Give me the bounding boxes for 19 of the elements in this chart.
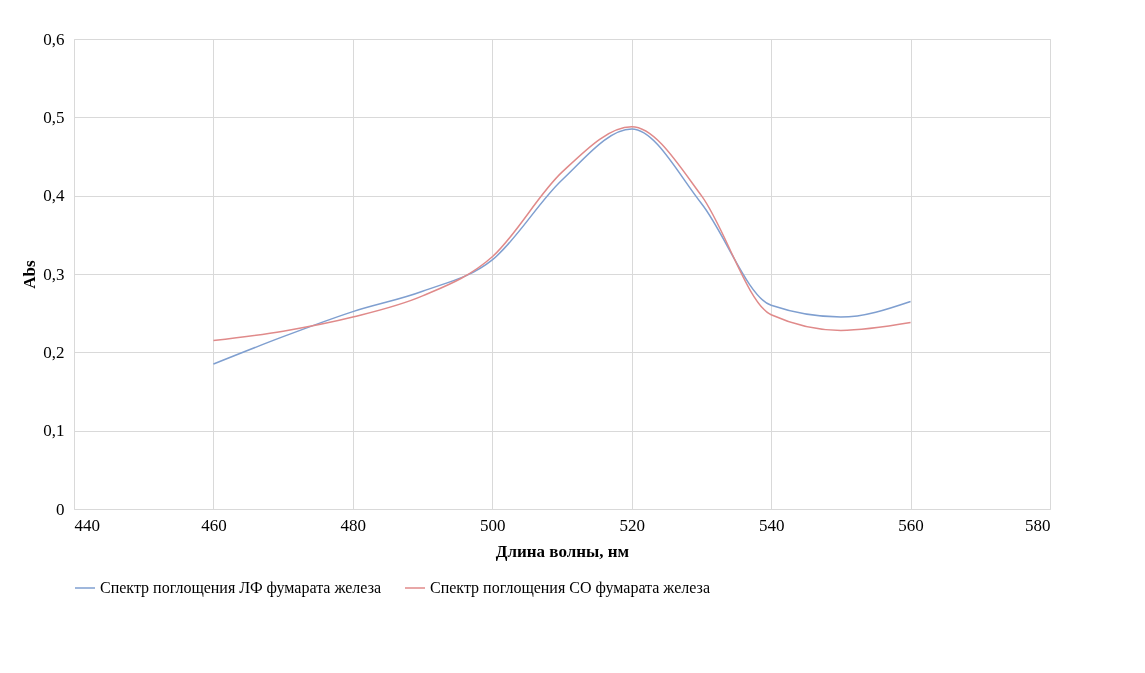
x-axis-title: Длина волны, нм	[495, 541, 630, 561]
x-tick-label: 580	[1025, 515, 1051, 535]
x-tick-label: 520	[619, 515, 645, 535]
y-tick-label: 0	[56, 499, 65, 519]
x-tick-label: 480	[340, 515, 367, 535]
y-tick-label: 0,2	[43, 342, 65, 362]
y-tick-label: 0,1	[43, 421, 65, 441]
y-axis-title: Abs	[20, 259, 40, 289]
legend-label: Спектр поглощения СО фумарата железа	[430, 579, 711, 597]
x-tick-label: 540	[758, 515, 785, 535]
legend-label: Спектр поглощения ЛФ фумарата железа	[100, 579, 382, 597]
x-tick-label: 440	[74, 515, 100, 535]
y-tick-label: 0,5	[43, 107, 65, 127]
y-tick-label: 0,4	[43, 186, 65, 206]
y-tick-label: 0,3	[43, 264, 65, 284]
x-tick-label: 560	[898, 515, 924, 535]
y-tick-label: 0,6	[43, 29, 65, 49]
x-tick-label: 500	[480, 515, 506, 535]
x-tick-label: 460	[201, 515, 227, 535]
